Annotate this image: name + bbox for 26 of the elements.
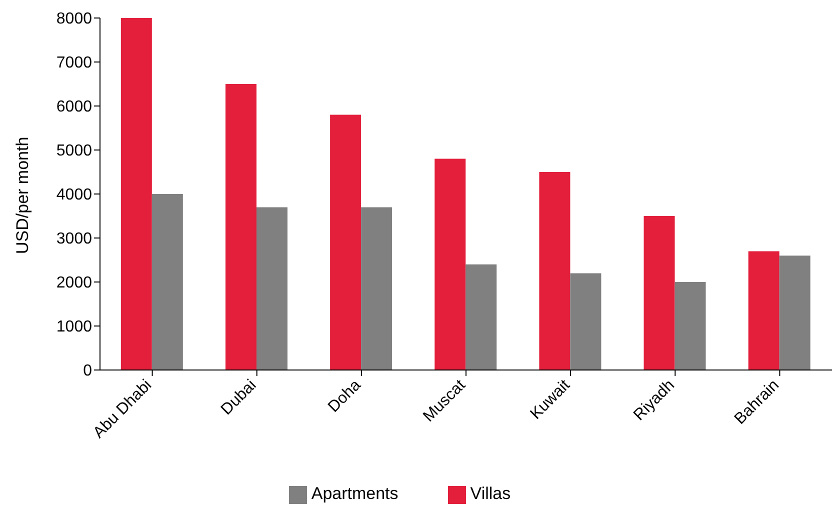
bar (120, 18, 152, 370)
bar (256, 207, 288, 370)
bar (361, 207, 392, 370)
y-tick-label: 5000 (56, 142, 92, 160)
bar (539, 172, 570, 370)
y-tick-label: 7000 (56, 54, 92, 72)
bar (330, 114, 362, 370)
y-tick-label: 4000 (56, 186, 92, 204)
y-tick-label: 6000 (56, 98, 92, 116)
y-tick-label: 2000 (56, 274, 92, 292)
y-tick-label: 1000 (56, 318, 92, 336)
bar (748, 251, 780, 370)
bar (434, 158, 466, 370)
bar (779, 256, 810, 370)
bar (466, 264, 497, 370)
bar (152, 194, 183, 370)
bar (570, 273, 602, 370)
y-tick-label: 0 (83, 362, 92, 380)
bar (644, 216, 675, 370)
y-tick-label: 8000 (56, 10, 92, 28)
legend-label: Villas (470, 484, 511, 503)
bar (225, 84, 256, 370)
y-axis-title: USD/per month (13, 136, 32, 254)
bar (674, 282, 706, 370)
y-tick-label: 3000 (56, 230, 92, 248)
legend-label: Apartments (311, 484, 398, 503)
